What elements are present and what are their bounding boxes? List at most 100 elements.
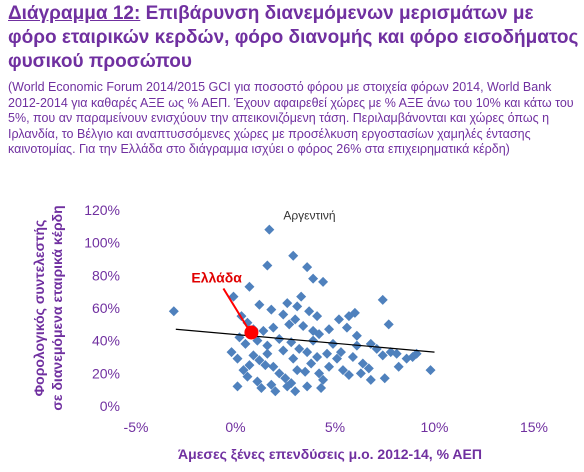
data-point	[280, 373, 291, 384]
data-point	[292, 365, 303, 376]
data-point	[278, 309, 289, 320]
data-point	[264, 224, 275, 235]
data-point	[270, 386, 281, 397]
data-point	[288, 353, 299, 364]
data-point	[324, 324, 335, 335]
x-axis-label: Άμεσες ξένες επενδύσεις μ.ο. 2012-14, % …	[178, 446, 482, 462]
data-point	[266, 379, 277, 390]
data-point	[288, 250, 299, 261]
data-point	[242, 371, 253, 382]
data-point	[258, 325, 269, 336]
data-point	[252, 335, 263, 346]
y-axis-label-line: σε διανεμόμενα εταιρικά κέρδη	[49, 205, 65, 410]
data-point	[262, 340, 273, 351]
data-point	[314, 329, 325, 340]
data-point	[328, 338, 339, 349]
data-point	[284, 319, 295, 330]
data-point	[383, 319, 394, 330]
data-point	[274, 334, 285, 345]
data-point	[248, 350, 259, 361]
data-point	[232, 381, 243, 392]
data-point	[244, 281, 255, 292]
data-point	[278, 345, 289, 356]
data-point	[282, 381, 293, 392]
data-point	[262, 348, 273, 359]
data-point	[379, 373, 390, 384]
y-tick-label: 100%	[84, 235, 120, 251]
greece-point	[244, 325, 259, 340]
data-point	[316, 383, 327, 394]
y-tick-label: 0%	[100, 398, 120, 414]
data-point	[304, 306, 315, 317]
figure-label: Διάγραμμα 12:	[8, 3, 141, 24]
figure-title: Επιβάρυνση διανεμόμενων μερισμάτων με φό…	[8, 3, 579, 72]
annotation-arrow	[222, 287, 249, 329]
data-point	[240, 338, 251, 349]
data-point	[393, 361, 404, 372]
data-point	[300, 366, 311, 377]
data-point	[391, 348, 402, 359]
data-point	[234, 332, 245, 343]
x-tick-label: 0%	[225, 419, 245, 435]
y-tick-label: 120%	[84, 202, 120, 218]
y-tick-label: 80%	[92, 267, 120, 283]
data-point	[282, 298, 293, 309]
chart-source-note: (World Economic Forum 2014/2015 GCI για …	[8, 80, 574, 156]
trendline	[175, 328, 435, 353]
data-point	[168, 306, 179, 317]
data-point	[335, 347, 346, 358]
data-point	[262, 260, 273, 271]
annotation-greece: Ελλάδα	[191, 270, 242, 286]
chart-title: Διάγραμμα 12: Επιβάρυνση διανεμόμενων με…	[8, 2, 580, 74]
data-point	[337, 365, 348, 376]
data-point	[357, 358, 368, 369]
data-point	[308, 335, 319, 346]
data-point	[318, 276, 329, 287]
data-point	[296, 291, 307, 302]
data-point	[322, 348, 333, 359]
data-point	[274, 368, 285, 379]
data-point	[302, 262, 313, 273]
data-point	[268, 322, 279, 333]
data-point	[294, 343, 305, 354]
data-point	[252, 376, 263, 387]
data-point	[425, 365, 436, 376]
data-point	[238, 365, 249, 376]
data-point	[260, 360, 271, 371]
data-point	[312, 352, 323, 362]
data-point	[314, 368, 325, 379]
data-point	[351, 330, 362, 341]
data-point	[377, 294, 388, 305]
data-point	[244, 360, 255, 371]
data-point	[306, 358, 317, 369]
data-point	[308, 273, 319, 284]
data-point	[302, 347, 313, 358]
data-point	[318, 374, 329, 385]
data-point	[324, 361, 335, 372]
data-point	[377, 350, 388, 361]
data-point	[341, 322, 352, 333]
annotation-argentina: Αργεντινή	[283, 209, 335, 223]
data-point	[290, 314, 301, 325]
y-axis-label-line: Φορολογικός συντελεστής	[31, 220, 47, 397]
x-tick-label: 5%	[325, 419, 345, 435]
x-axis-ticks: -5% 0% 5% 10% 15%	[124, 419, 548, 435]
data-point	[333, 314, 344, 325]
y-axis-label: Φορολογικός συντελεστής σε διανεμόμενα ετ…	[31, 205, 65, 410]
x-tick-label: 15%	[520, 419, 548, 435]
data-point	[254, 299, 265, 310]
data-point	[355, 368, 366, 379]
chart-annotations: Αργεντινή Ελλάδα	[191, 209, 336, 329]
y-axis-ticks: 0% 20% 40% 60% 80% 100% 120%	[84, 202, 120, 414]
data-point	[292, 301, 303, 312]
y-tick-label: 20%	[92, 365, 120, 381]
data-point	[302, 381, 313, 392]
y-tick-label: 40%	[92, 333, 120, 349]
x-tick-label: 10%	[420, 419, 448, 435]
data-point	[365, 374, 376, 385]
data-point	[363, 363, 374, 374]
data-point	[268, 361, 279, 372]
data-point	[298, 320, 309, 331]
data-point	[312, 311, 323, 322]
